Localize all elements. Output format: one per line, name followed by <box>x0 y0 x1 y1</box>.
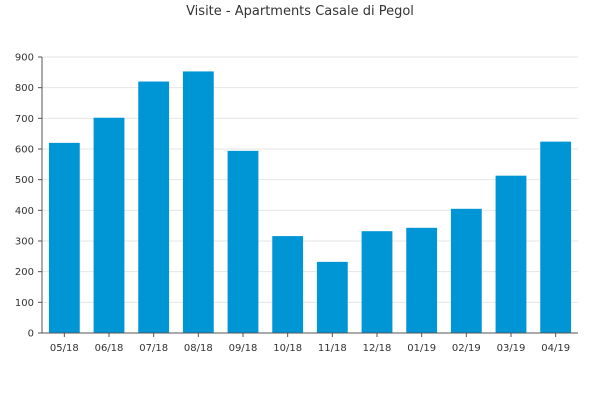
chart-title: Visite - Apartments Casale di Pegol <box>186 4 414 19</box>
x-tick-label: 10/18 <box>273 343 302 354</box>
y-tick-label: 400 <box>15 206 34 217</box>
x-tick-label: 12/18 <box>363 343 392 354</box>
y-tick-label: 900 <box>15 53 34 64</box>
bar-08-18 <box>182 71 214 333</box>
bar-07-18 <box>138 81 170 334</box>
bar-09-18 <box>227 150 259 333</box>
bar-01-19 <box>406 227 438 333</box>
x-tick-label: 09/18 <box>229 343 258 354</box>
bar-11-18 <box>316 261 348 333</box>
y-tick-label: 300 <box>15 237 34 248</box>
y-tick-label: 700 <box>15 114 34 125</box>
bar-02-19 <box>450 208 482 333</box>
bar-05-18 <box>48 142 80 333</box>
x-tick-label: 04/19 <box>541 343 570 354</box>
y-tick-label: 500 <box>15 175 34 186</box>
x-tick-label: 02/19 <box>452 343 481 354</box>
bar-06-18 <box>93 117 125 333</box>
x-tick-label: 07/18 <box>139 343 168 354</box>
x-tick-label: 11/18 <box>318 343 347 354</box>
bar-03-19 <box>495 175 527 333</box>
x-tick-label: 08/18 <box>184 343 213 354</box>
y-tick-label: 0 <box>28 329 34 340</box>
x-tick-label: 06/18 <box>95 343 124 354</box>
x-tick-label: 03/19 <box>497 343 526 354</box>
y-tick-label: 200 <box>15 267 34 278</box>
bar-10-18 <box>272 236 304 333</box>
x-tick-label: 05/18 <box>50 343 79 354</box>
y-tick-label: 100 <box>15 298 34 309</box>
bar-12-18 <box>361 231 393 333</box>
y-tick-label: 600 <box>15 145 34 156</box>
x-tick-label: 01/19 <box>407 343 436 354</box>
y-tick-label: 800 <box>15 83 34 94</box>
bar-04-19 <box>540 141 572 333</box>
